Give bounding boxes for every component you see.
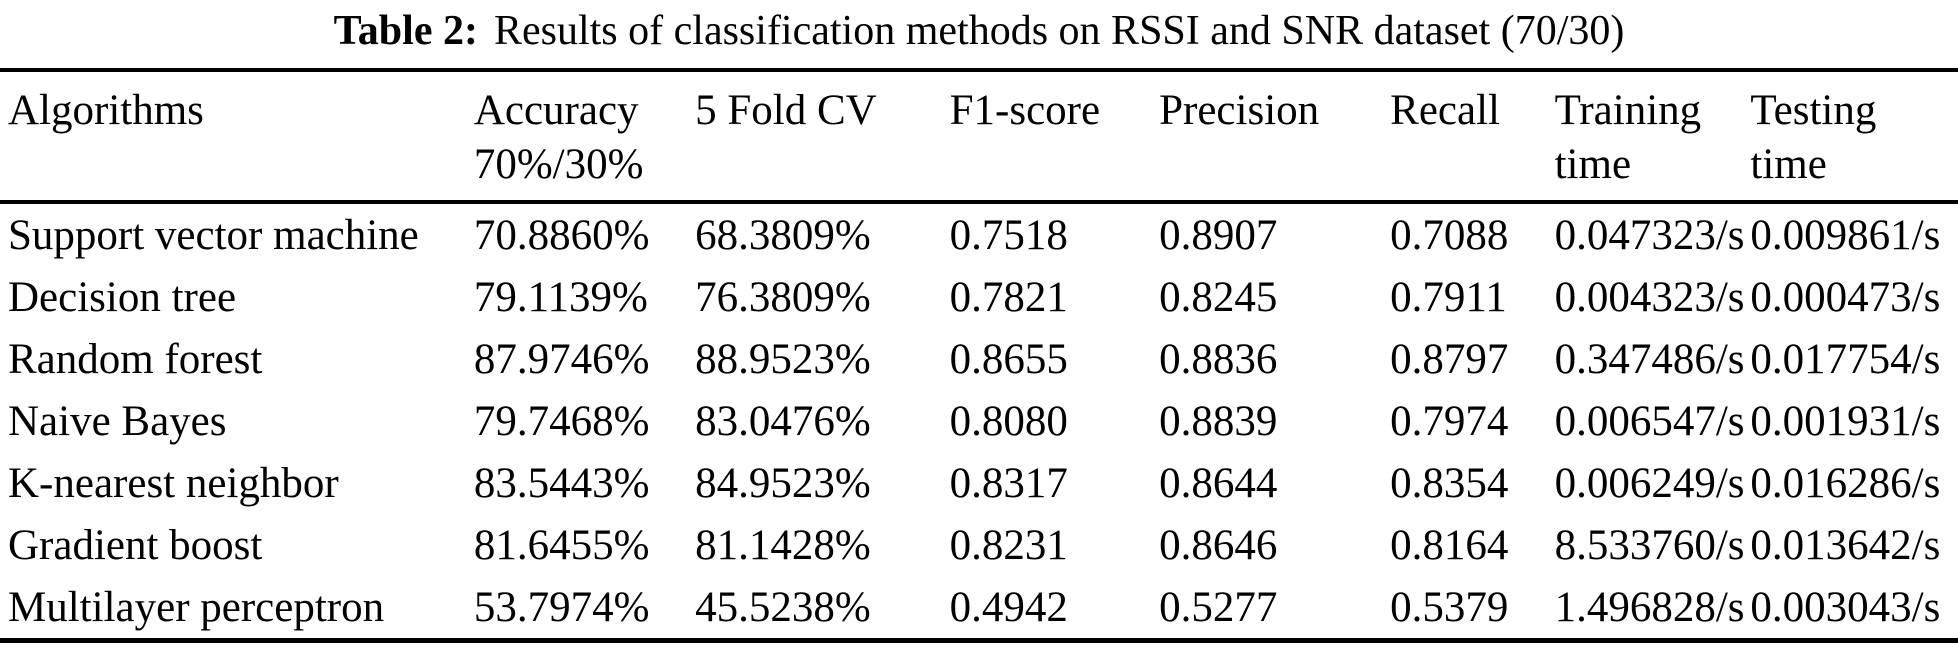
cell-training-time: 0.047323/s [1554,211,1745,259]
cell-precision: 0.8644 [1159,459,1278,507]
table-row: Random forest 87.9746% 88.9523% 0.8655 0… [0,328,1958,390]
cell-recall: 0.7088 [1390,211,1509,259]
col-header-line1: Algorithms [8,87,204,134]
cell-precision: 0.8907 [1159,211,1278,259]
cell-recall: 0.5379 [1390,583,1509,631]
cell-testing-time: 0.003043/s [1750,583,1941,631]
cell-precision: 0.5277 [1159,583,1278,631]
cell-training-time: 0.006249/s [1554,459,1745,507]
cell-testing-time: 0.016286/s [1750,459,1941,507]
cell-accuracy: 79.7468% [473,397,650,445]
cell-algorithm: Random forest [8,335,263,383]
col-header-line1: Recall [1390,87,1500,134]
cell-recall: 0.7911 [1390,273,1507,321]
table-caption-label: Table 2: [333,8,478,54]
cell-precision: 0.8646 [1159,521,1278,569]
cell-cv: 45.5238% [695,583,871,631]
cell-algorithm: Gradient boost [8,521,263,569]
cell-precision: 0.8839 [1159,397,1278,445]
cell-training-time: 0.004323/s [1554,273,1745,321]
cell-testing-time: 0.009861/s [1750,211,1941,259]
cell-precision: 0.8836 [1159,335,1278,383]
col-header-line2: time [1750,141,1827,188]
cell-cv: 81.1428% [695,521,871,569]
cell-algorithm: Naive Bayes [8,397,227,445]
cell-accuracy: 83.5443% [473,459,650,507]
cell-cv: 68.3809% [695,211,871,259]
cell-testing-time: 0.001931/s [1750,397,1941,445]
cell-accuracy: 81.6455% [473,521,650,569]
col-header-testing-time: Testing time [1750,70,1958,202]
col-header-line1: Training [1554,87,1702,134]
table-caption-text: Results of classification methods on RSS… [493,8,1625,54]
cell-accuracy: 70.8860% [473,211,650,259]
col-header-line1: Testing [1750,87,1877,134]
table-row: Support vector machine 70.8860% 68.3809%… [0,202,1958,266]
cell-testing-time: 0.017754/s [1750,335,1941,383]
col-header-algorithms: Algorithms [0,70,474,202]
table-row: K-nearest neighbor 83.5443% 84.9523% 0.8… [0,452,1958,514]
cell-training-time: 8.533760/s [1554,521,1745,569]
table-caption: Table 2: Results of classification method… [0,0,1958,56]
cell-f1: 0.8655 [949,335,1068,383]
cell-f1: 0.8080 [949,397,1068,445]
col-header-5-fold-cv: 5 Fold CV [695,70,950,202]
cell-algorithm: K-nearest neighbor [8,459,339,507]
cell-accuracy: 79.1139% [473,273,648,321]
cell-training-time: 1.496828/s [1554,583,1745,631]
cell-testing-time: 0.013642/s [1750,521,1941,569]
cell-training-time: 0.347486/s [1554,335,1745,383]
cell-f1: 0.7518 [949,211,1068,259]
table-row: Decision tree 79.1139% 76.3809% 0.7821 0… [0,266,1958,328]
col-header-f1-score: F1-score [950,70,1160,202]
cell-f1: 0.7821 [949,273,1068,321]
col-header-line1: Accuracy [473,87,639,134]
col-header-training-time: Training time [1555,70,1751,202]
col-header-precision: Precision [1159,70,1390,202]
cell-recall: 0.8797 [1390,335,1509,383]
cell-recall: 0.7974 [1390,397,1509,445]
col-header-accuracy: Accuracy 70%/30% [474,70,695,202]
cell-f1: 0.8231 [949,521,1068,569]
table-row: Gradient boost 81.6455% 81.1428% 0.8231 … [0,514,1958,576]
cell-cv: 88.9523% [695,335,871,383]
col-header-recall: Recall [1390,70,1554,202]
cell-algorithm: Multilayer perceptron [8,583,385,631]
cell-cv: 76.3809% [695,273,871,321]
header-row: Algorithms Accuracy 70%/30% 5 Fold CV F1… [0,70,1958,202]
col-header-line1: 5 Fold CV [695,87,877,134]
col-header-line1: Precision [1159,87,1320,134]
col-header-line1: F1-score [949,87,1101,134]
cell-testing-time: 0.000473/s [1750,273,1941,321]
cell-algorithm: Support vector machine [8,211,419,259]
table-row: Naive Bayes 79.7468% 83.0476% 0.8080 0.8… [0,390,1958,452]
cell-precision: 0.8245 [1159,273,1278,321]
cell-f1: 0.8317 [949,459,1068,507]
results-table: Algorithms Accuracy 70%/30% 5 Fold CV F1… [0,68,1958,643]
col-header-line2: 70%/30% [473,141,644,188]
col-header-line2: time [1554,141,1632,188]
cell-accuracy: 87.9746% [473,335,650,383]
cell-accuracy: 53.7974% [473,583,650,631]
cell-cv: 84.9523% [695,459,871,507]
cell-f1: 0.4942 [949,583,1068,631]
table-row: Multilayer perceptron 53.7974% 45.5238% … [0,576,1958,641]
cell-training-time: 0.006547/s [1554,397,1745,445]
cell-cv: 83.0476% [695,397,871,445]
cell-algorithm: Decision tree [8,273,237,321]
cell-recall: 0.8164 [1390,521,1509,569]
cell-recall: 0.8354 [1390,459,1509,507]
